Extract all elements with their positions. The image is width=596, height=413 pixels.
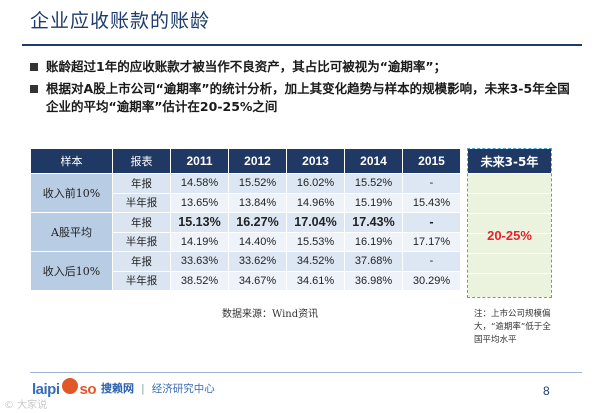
company-logo: laipi so 搜赖网 | 经济研究中心: [32, 378, 215, 398]
value-cell: -: [402, 212, 461, 233]
table-row: 半年报 38.52% 34.67% 34.61% 36.98% 30.29%: [31, 270, 461, 291]
value-cell: 15.43%: [402, 192, 461, 213]
bullet-text: 根据对A股上市公司“逾期率”的统计分析，加上其变化趋势与样本的规模影响，未来3-…: [46, 81, 570, 114]
watermark: © 大家说: [4, 400, 48, 411]
slide-title: 企业应收账款的账龄: [30, 10, 211, 32]
value-cell: 33.62%: [228, 251, 287, 272]
value-cell: 36.98%: [344, 270, 403, 291]
table-row: 收入前10% 年报 14.58% 15.52% 16.02% 15.52% -: [30, 173, 461, 213]
future-header: 未来3-5年: [468, 149, 551, 173]
value-cell: 15.52%: [228, 173, 287, 194]
value-cell: 34.67%: [228, 270, 287, 291]
group-label: A股平均: [30, 212, 113, 252]
header-sample: 样本: [30, 148, 113, 174]
row-divider: [468, 233, 551, 234]
bullet-text: 账龄超过1年的应收账款才被当作不良资产，其占比可被视为“逾期率”；: [46, 59, 447, 74]
value-cell: 16.19%: [344, 231, 403, 252]
value-cell: 13.84%: [228, 192, 287, 213]
group-label: 收入前10%: [30, 173, 113, 213]
footnote: 注：上市公司规模偏大，“逾期率”低于全国平均水平: [474, 309, 551, 345]
brand-name: 搜赖网: [101, 382, 135, 395]
row-divider: [468, 253, 551, 254]
report-type: 年报: [112, 251, 171, 272]
report-type: 半年报: [112, 231, 171, 252]
header-year: 2013: [286, 148, 345, 174]
page-number: 8: [543, 384, 550, 398]
data-source: 数据来源：Wind资讯: [222, 309, 319, 320]
report-type: 年报: [112, 212, 171, 233]
value-cell: 14.19%: [170, 231, 229, 252]
value-cell: 37.68%: [344, 251, 403, 272]
value-cell: 15.53%: [286, 231, 345, 252]
header-report: 报表: [112, 148, 171, 174]
value-cell: 38.52%: [170, 270, 229, 291]
header-year: 2014: [344, 148, 403, 174]
value-cell: -: [402, 251, 461, 272]
square-bullet-icon: [30, 85, 38, 93]
bullet-item: 根据对A股上市公司“逾期率”的统计分析，加上其变化趋势与样本的规模影响，未来3-…: [28, 80, 573, 116]
value-cell: 15.13%: [170, 212, 229, 233]
logo-word-part: so: [79, 381, 97, 398]
future-estimate-box: 未来3-5年 20-25%: [467, 148, 552, 298]
value-cell: 16.27%: [228, 212, 287, 233]
header-year: 2015: [402, 148, 461, 174]
logo-mark-icon: [61, 378, 78, 394]
row-divider: [468, 273, 551, 274]
overdue-rate-table: 样本 报表 2011 2012 2013 2014 2015 收入前10% 年报…: [30, 148, 461, 291]
square-bullet-icon: [30, 63, 38, 71]
value-cell: 14.96%: [286, 192, 345, 213]
value-cell: 14.58%: [170, 173, 229, 194]
group-label: 收入后10%: [30, 251, 113, 291]
header-year: 2011: [170, 148, 229, 174]
value-cell: -: [402, 173, 461, 194]
report-type: 半年报: [112, 192, 171, 213]
logo-wordmark: laipi so: [32, 378, 97, 398]
report-type: 半年报: [112, 270, 171, 291]
value-cell: 13.65%: [170, 192, 229, 213]
report-type: 年报: [112, 173, 171, 194]
table-row: 收入后10% 年报 33.63% 33.62% 34.52% 37.68% -: [30, 251, 461, 291]
title-underline: [22, 44, 582, 46]
row-divider: [468, 213, 551, 214]
value-cell: 34.61%: [286, 270, 345, 291]
table-row: 半年报 13.65% 13.84% 14.96% 15.19% 15.43%: [31, 192, 461, 213]
footer-divider: [30, 372, 582, 373]
logo-word-part: laipi: [32, 381, 60, 398]
bullet-item: 账龄超过1年的应收账款才被当作不良资产，其占比可被视为“逾期率”；: [28, 58, 573, 76]
value-cell: 17.17%: [402, 231, 461, 252]
value-cell: 33.63%: [170, 251, 229, 272]
bullet-list: 账龄超过1年的应收账款才被当作不良资产，其占比可被视为“逾期率”； 根据对A股上…: [28, 58, 573, 120]
future-value: 20-25%: [487, 228, 532, 243]
value-cell: 34.52%: [286, 251, 345, 272]
value-cell: 15.52%: [344, 173, 403, 194]
value-cell: 17.04%: [286, 212, 345, 233]
value-cell: 30.29%: [402, 270, 461, 291]
header-year: 2012: [228, 148, 287, 174]
value-cell: 15.19%: [344, 192, 403, 213]
future-body: 20-25%: [468, 174, 551, 297]
row-divider: [468, 193, 551, 194]
table-row: A股平均 年报 15.13% 16.27% 17.04% 17.43% -: [30, 212, 461, 252]
table-header-row: 样本 报表 2011 2012 2013 2014 2015: [30, 148, 461, 174]
footer-separator: |: [141, 381, 145, 395]
value-cell: 14.40%: [228, 231, 287, 252]
department-name: 经济研究中心: [151, 382, 215, 395]
value-cell: 16.02%: [286, 173, 345, 194]
value-cell: 17.43%: [344, 212, 403, 233]
